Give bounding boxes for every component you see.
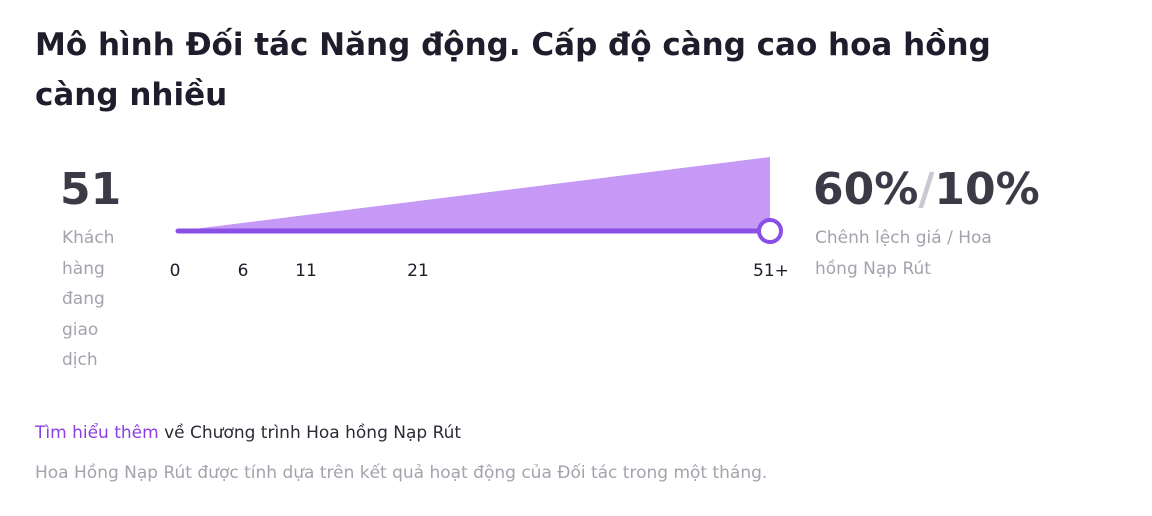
- scale-tick: 21: [407, 261, 429, 281]
- scale-tick: 11: [295, 261, 317, 281]
- client-count: 51: [60, 164, 122, 215]
- rate-primary: 60%: [813, 164, 919, 215]
- scale-tick: 0: [169, 261, 181, 281]
- rate-separator: /: [918, 164, 935, 215]
- commission-rate: 60%/10%: [813, 162, 1040, 218]
- learn-more: Tìm hiểu thêm về Chương trình Hoa hồng N…: [35, 423, 461, 443]
- footnote: Hoa Hồng Nạp Rút được tính dựa trên kết …: [35, 463, 768, 483]
- learn-more-link[interactable]: Tìm hiểu thêm: [35, 423, 159, 443]
- commission-rate-label: Chênh lệch giá / Hoa hồng Nạp Rút: [815, 228, 992, 279]
- level-handle[interactable]: [757, 218, 783, 244]
- scale-tick: 51+: [753, 261, 789, 281]
- rate-secondary: 10%: [934, 164, 1040, 215]
- client-count-label: Khách hàng đang giao dịch: [62, 228, 115, 370]
- level-area: [178, 157, 770, 231]
- title: Mô hình Đối tác Năng động. Cấp độ càng c…: [35, 27, 991, 113]
- scale-tick: 6: [237, 261, 249, 281]
- learn-more-text: về Chương trình Hoa hồng Nạp Rút: [158, 423, 462, 443]
